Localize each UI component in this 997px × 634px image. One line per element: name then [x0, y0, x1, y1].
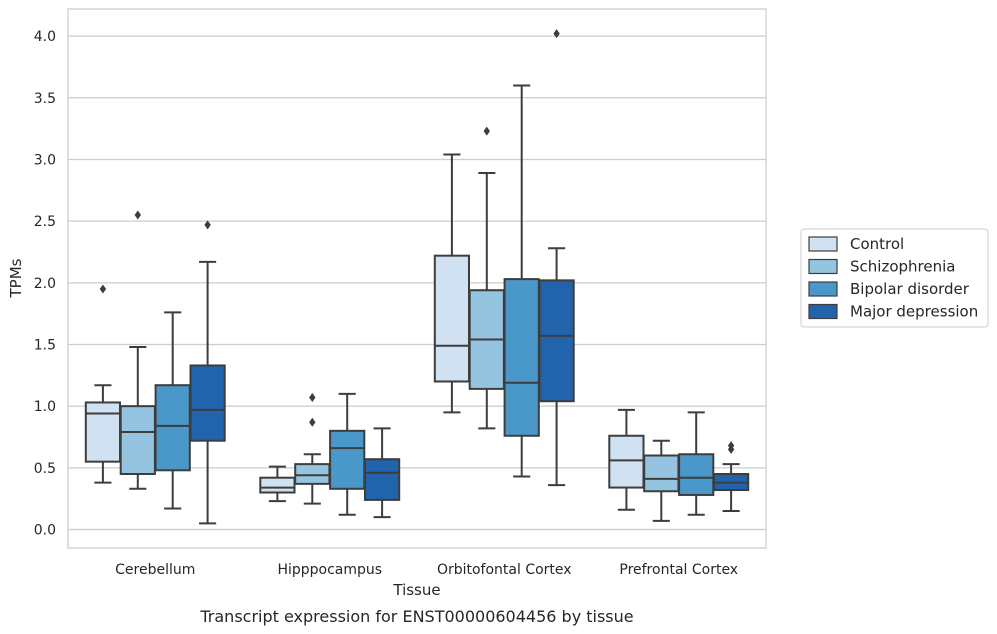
box — [608, 434, 645, 489]
outlier-point — [483, 126, 490, 136]
box-group — [119, 210, 156, 490]
outlier-point — [727, 441, 735, 451]
box-group — [468, 126, 505, 430]
box — [119, 405, 156, 475]
y-tick-label: 3.5 — [34, 91, 56, 107]
box-group — [503, 84, 540, 478]
outlier-point — [204, 220, 211, 230]
plot-area — [67, 8, 767, 549]
box-group — [259, 465, 296, 503]
outlier-point — [134, 210, 141, 220]
box — [154, 384, 191, 472]
box — [643, 454, 680, 493]
x-axis-title: Tissue — [392, 581, 440, 599]
y-tick-label: 0.0 — [34, 522, 56, 538]
legend-swatch — [808, 281, 838, 297]
legend-label: Schizophrenia — [850, 258, 955, 276]
x-tick-labels: Cerebellum Hipppocampus Orbitofontal Corte… — [115, 562, 738, 578]
boxes — [84, 29, 750, 525]
box-group — [643, 439, 680, 522]
legend-label: Control — [850, 235, 904, 253]
box — [259, 476, 296, 494]
box-group — [329, 392, 366, 516]
x-tick-label: Hipppocampus — [277, 562, 382, 578]
box — [189, 364, 226, 442]
box-group — [433, 153, 471, 414]
y-tick-label: 2.0 — [34, 276, 56, 292]
box-group — [678, 411, 715, 516]
x-tick-label: Orbitofontal Cortex — [437, 562, 572, 578]
legend-swatch — [808, 303, 838, 320]
y-tick-label: 0.5 — [34, 461, 56, 477]
y-tick-label: 1.5 — [34, 337, 56, 353]
box — [363, 458, 401, 501]
legend-swatch — [808, 258, 838, 275]
box — [84, 401, 122, 463]
box — [678, 453, 715, 496]
box-group — [363, 427, 401, 519]
outlier-point — [553, 29, 560, 39]
y-tick-labels: 0.0 0.5 1.0 1.5 2.0 2.5 3.0 3.5 4.0 — [34, 29, 56, 538]
legend-label: Major depression — [850, 303, 978, 321]
box-group — [608, 408, 645, 511]
outlier-point — [309, 417, 316, 427]
box-group — [189, 220, 226, 525]
x-tick-label: Cerebellum — [115, 562, 195, 578]
y-tick-label: 2.5 — [34, 214, 56, 230]
box-group — [154, 311, 191, 510]
y-tick-label: 1.0 — [34, 399, 56, 415]
legend-swatch — [808, 236, 838, 252]
x-tick-label: Prefrontal Cortex — [619, 562, 738, 578]
legend: Control Schizophrenia Bipolar disorder Majo… — [800, 228, 989, 328]
box-group — [712, 441, 750, 512]
box — [433, 254, 471, 383]
outlier-point — [99, 284, 107, 294]
box — [538, 279, 575, 403]
legend-frame — [800, 228, 989, 328]
legend-label: Bipolar disorder — [850, 280, 970, 298]
y-tick-label: 4.0 — [34, 29, 56, 45]
box — [329, 429, 366, 490]
chart-caption: Transcript expression for ENST0000060445… — [199, 607, 633, 626]
y-axis-title: TPMs — [7, 258, 25, 298]
box — [294, 463, 331, 485]
y-tick-label: 3.0 — [34, 152, 56, 168]
outlier-point — [309, 393, 316, 403]
box-group — [538, 29, 575, 487]
box — [503, 278, 540, 437]
box-group — [294, 393, 331, 505]
box-group — [84, 284, 122, 484]
